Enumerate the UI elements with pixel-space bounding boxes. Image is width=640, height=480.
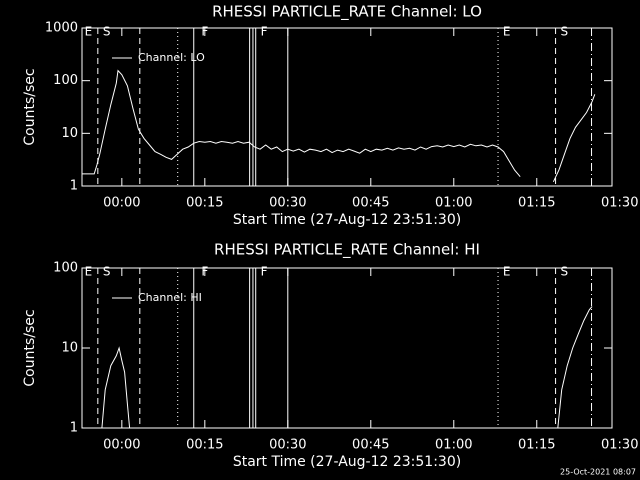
x-tick-label: 01:00 [435, 196, 472, 211]
y-tick-label: 1000 [45, 21, 78, 36]
y-tick-label: 10 [61, 341, 78, 356]
x-tick-label: 00:00 [103, 438, 140, 453]
series-line [101, 306, 593, 428]
y-tick-label: 10 [61, 126, 78, 141]
series-line [82, 69, 596, 183]
x-tick-label: 01:00 [435, 438, 472, 453]
y-axis-label: Counts/sec [22, 309, 38, 386]
marker-label: F [261, 25, 268, 39]
x-tick-label: 00:15 [186, 196, 223, 211]
marker-label: F [201, 265, 208, 279]
x-tick-label: 01:15 [518, 438, 555, 453]
footer-timestamp: 25-Oct-2021 08:07 [560, 468, 636, 477]
x-tick-label: 00:15 [186, 438, 223, 453]
x-tick-label: 01:30 [601, 438, 638, 453]
plot-frame [81, 27, 613, 187]
y-tick-label: 1 [70, 421, 78, 436]
marker-label: E [85, 265, 93, 279]
chart-title: RHESSI PARTICLE_RATE Channel: LO [212, 3, 482, 22]
x-axis-label: Start Time (27-Aug-12 23:51:30) [233, 454, 461, 470]
x-tick-label: 01:30 [601, 196, 638, 211]
x-tick-label: 00:30 [269, 438, 306, 453]
marker-label: S [103, 25, 111, 39]
x-tick-label: 00:45 [352, 438, 389, 453]
y-tick-label: 100 [53, 261, 78, 276]
y-tick-label: 100 [53, 73, 78, 88]
y-axis-label: Counts/sec [22, 68, 38, 145]
marker-label: E [503, 25, 511, 39]
x-tick-label: 01:15 [518, 196, 555, 211]
x-tick-label: 00:45 [352, 196, 389, 211]
legend-label: Channel: LO [138, 51, 205, 64]
marker-label: F [261, 265, 268, 279]
marker-label: S [560, 25, 568, 39]
chart-title: RHESSI PARTICLE_RATE Channel: HI [214, 241, 480, 260]
x-axis-label: Start Time (27-Aug-12 23:51:30) [233, 212, 461, 228]
marker-label: S [560, 265, 568, 279]
marker-label: S [103, 265, 111, 279]
legend-label: Channel: HI [138, 291, 202, 304]
x-tick-label: 00:00 [103, 196, 140, 211]
y-tick-label: 1 [70, 179, 78, 194]
marker-label: F [201, 25, 208, 39]
x-tick-label: 00:30 [269, 196, 306, 211]
marker-label: E [503, 265, 511, 279]
marker-label: E [85, 25, 93, 39]
